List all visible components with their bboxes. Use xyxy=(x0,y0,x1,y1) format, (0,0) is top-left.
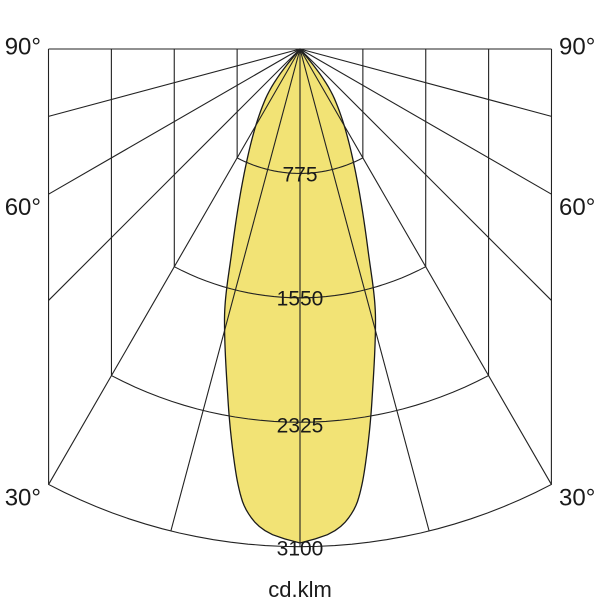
svg-text:30°: 30° xyxy=(559,485,595,512)
svg-text:60°: 60° xyxy=(5,194,41,221)
svg-text:60°: 60° xyxy=(559,194,595,221)
svg-text:90°: 90° xyxy=(559,34,595,61)
svg-text:775: 775 xyxy=(282,164,317,187)
svg-text:90°: 90° xyxy=(5,34,41,61)
svg-text:3100: 3100 xyxy=(277,538,324,561)
svg-text:1550: 1550 xyxy=(277,288,324,311)
svg-text:cd.klm: cd.klm xyxy=(268,577,332,600)
svg-text:30°: 30° xyxy=(5,485,41,512)
svg-text:2325: 2325 xyxy=(277,415,324,438)
